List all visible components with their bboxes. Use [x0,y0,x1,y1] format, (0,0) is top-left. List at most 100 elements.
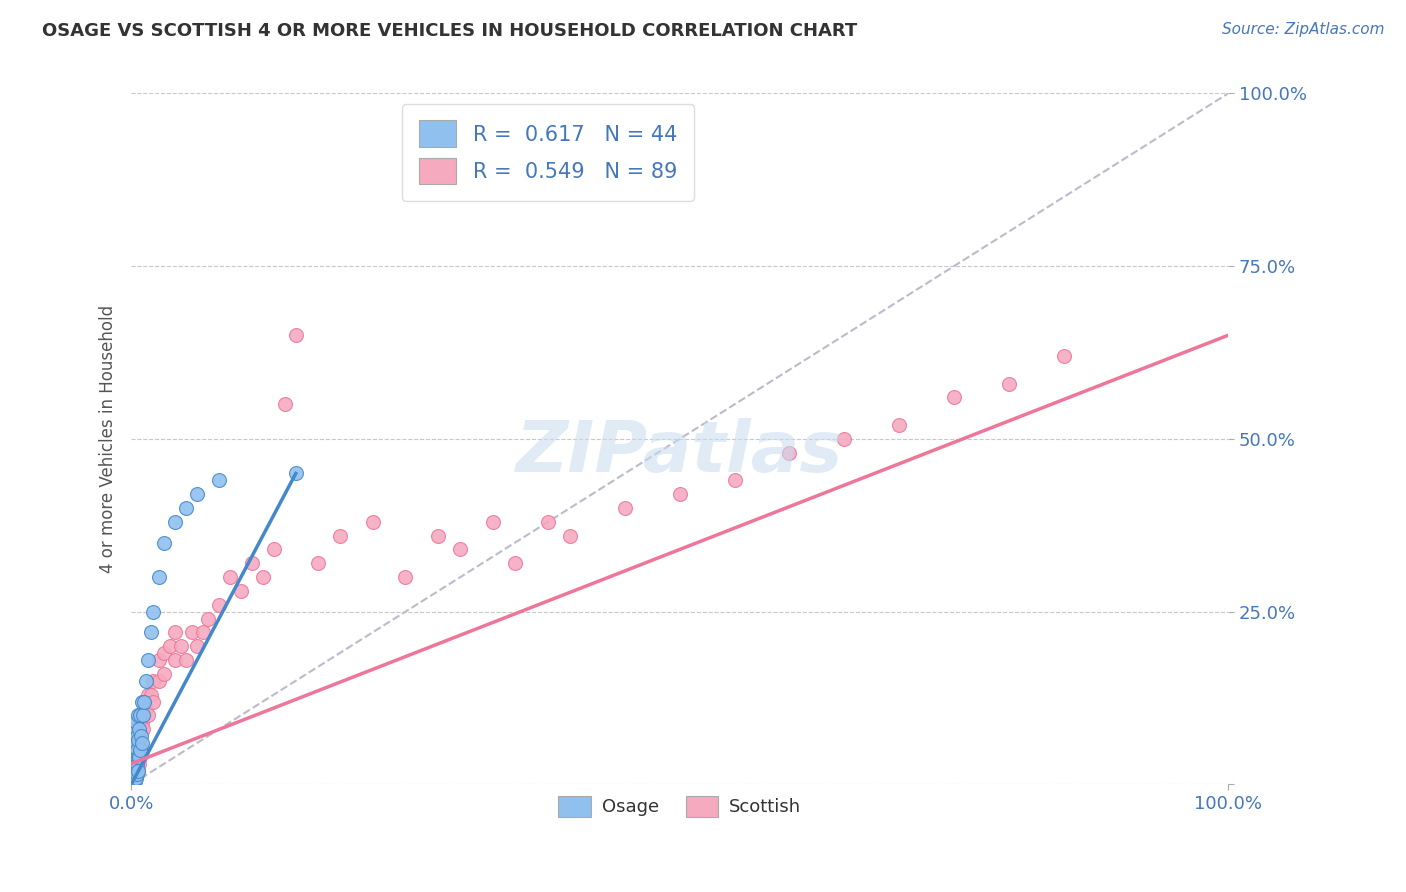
Point [124,743,146,757]
Point [131,694,153,708]
Point [124,756,146,771]
Point [284,328,307,343]
Point [122,774,145,789]
Point [778,446,800,460]
Point [252,570,274,584]
Point [998,376,1021,391]
Point [174,501,197,516]
Point [159,639,181,653]
Point [124,764,146,778]
Point [134,694,156,708]
Y-axis label: 4 or more Vehicles in Household: 4 or more Vehicles in Household [100,305,117,573]
Point [122,743,145,757]
Point [723,474,745,488]
Point [129,729,152,743]
Point [361,515,384,529]
Point [132,708,155,723]
Point [128,722,150,736]
Point [394,570,416,584]
Point [122,756,145,771]
Point [139,688,162,702]
Point [132,722,155,736]
Point [129,749,152,764]
Point [127,749,149,764]
Point [124,749,146,764]
Point [427,528,450,542]
Point [128,756,150,771]
Text: Source: ZipAtlas.com: Source: ZipAtlas.com [1222,22,1385,37]
Point [165,515,187,529]
Point [142,694,165,708]
Point [124,749,146,764]
Point [131,743,153,757]
Point [887,418,910,433]
Point [263,542,285,557]
Point [129,743,152,757]
Point [832,432,855,446]
Point [124,729,146,743]
Point [174,653,197,667]
Point [125,729,148,743]
Point [219,570,242,584]
Point [142,673,165,688]
Point [134,673,156,688]
Point [124,715,146,730]
Point [124,722,146,736]
Point [124,764,146,778]
Point [124,767,146,781]
Point [668,487,690,501]
Point [124,753,146,767]
Point [128,749,150,764]
Point [124,774,146,789]
Point [482,515,505,529]
Point [274,397,297,411]
Point [125,756,148,771]
Point [148,653,170,667]
Point [148,570,170,584]
Point [122,756,145,771]
Point [124,736,146,750]
Point [180,625,202,640]
Point [124,764,146,778]
Point [153,646,176,660]
Point [124,771,146,785]
Point [153,535,176,549]
Point [329,528,352,542]
Point [136,653,159,667]
Point [127,736,149,750]
Point [127,764,149,778]
Point [139,625,162,640]
Point [121,756,143,771]
Text: OSAGE VS SCOTTISH 4 OR MORE VEHICLES IN HOUSEHOLD CORRELATION CHART: OSAGE VS SCOTTISH 4 OR MORE VEHICLES IN … [42,22,858,40]
Point [284,467,307,481]
Point [131,715,153,730]
Point [127,764,149,778]
Point [165,653,187,667]
Point [125,767,148,781]
Point [121,771,143,785]
Point [208,598,231,612]
Point [128,736,150,750]
Point [122,764,145,778]
Point [307,556,329,570]
Point [134,708,156,723]
Point [122,767,145,781]
Point [129,722,152,736]
Point [124,736,146,750]
Point [127,749,149,764]
Point [124,743,146,757]
Point [122,774,145,789]
Point [129,708,152,723]
Point [165,625,187,640]
Point [121,774,143,789]
Point [558,528,581,542]
Point [240,556,263,570]
Point [186,487,208,501]
Point [134,701,156,715]
Point [125,722,148,736]
Point [142,605,165,619]
Point [229,583,252,598]
Point [127,708,149,723]
Point [169,639,191,653]
Point [136,688,159,702]
